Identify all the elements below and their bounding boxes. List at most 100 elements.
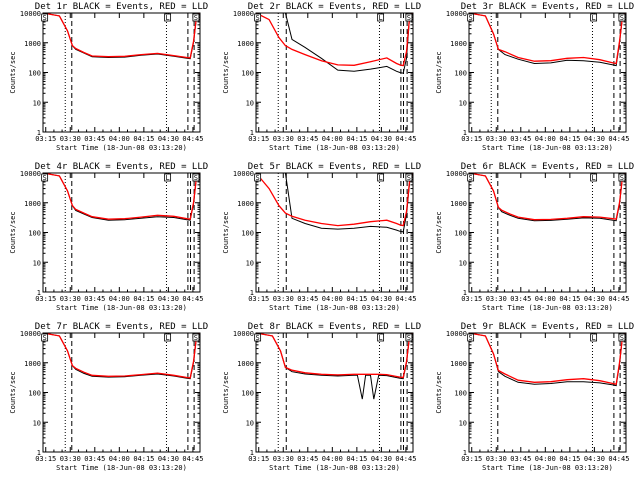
box-marker <box>41 173 49 182</box>
series-line-events <box>256 172 414 233</box>
y-tick-label: 100 <box>241 390 254 398</box>
box-marker <box>618 13 626 22</box>
x-axis-label: Start Time (18-Jun-08 03:13:20) <box>269 144 400 152</box>
x-tick-label: 03:15 <box>461 135 482 143</box>
x-tick-label: 04:30 <box>371 455 392 463</box>
y-tick-label: 1000 <box>24 40 41 48</box>
x-tick-label: 03:30 <box>60 295 81 303</box>
detector-panel-8: Det 8r BLACK = Events, RED = LLD 1 10 100 10… <box>222 322 421 472</box>
y-tick-label: 10000 <box>233 330 254 338</box>
y-tick-label: 1000 <box>237 360 254 368</box>
y-axis-label: Counts/sec <box>435 211 443 253</box>
box-marker <box>618 333 626 342</box>
box-marker-label: S <box>256 334 260 342</box>
x-tick-label: 03:45 <box>297 135 318 143</box>
y-tick-label: 1 <box>463 129 467 137</box>
box-marker <box>590 173 598 182</box>
y-tick-label: 10000 <box>446 330 467 338</box>
y-tick-label: 1 <box>250 289 254 297</box>
box-marker <box>164 333 172 342</box>
box-marker-label: L <box>166 14 170 22</box>
y-tick-label: 100 <box>241 70 254 78</box>
box-marker-label: S <box>469 174 473 182</box>
box-marker-label: S <box>469 334 473 342</box>
y-axis-label: Counts/sec <box>435 51 443 93</box>
x-tick-label: 04:00 <box>322 135 343 143</box>
detector-panel-4: Det 4r BLACK = Events, RED = LLD 1 10 100 10… <box>9 162 208 312</box>
box-marker-label: L <box>379 174 383 182</box>
box-marker <box>618 173 626 182</box>
x-tick-label: 04:45 <box>395 295 416 303</box>
box-marker <box>590 13 598 22</box>
x-tick-label: 04:00 <box>109 135 130 143</box>
box-marker <box>405 13 413 22</box>
y-tick-label: 1 <box>37 289 41 297</box>
panel-title: Det 2r BLACK = Events, RED = LLD <box>248 2 421 12</box>
x-axis-label: Start Time (18-Jun-08 03:13:20) <box>56 144 187 152</box>
box-marker <box>164 13 172 22</box>
box-marker <box>377 13 385 22</box>
x-axis-label: Start Time (18-Jun-08 03:13:20) <box>482 304 613 312</box>
box-marker <box>377 173 385 182</box>
x-tick-label: 04:00 <box>535 135 556 143</box>
y-tick-label: 1000 <box>450 360 467 368</box>
y-tick-label: 100 <box>28 70 41 78</box>
x-tick-label: 03:30 <box>60 135 81 143</box>
box-marker-label: S <box>194 174 198 182</box>
x-tick-label: 03:45 <box>297 455 318 463</box>
x-tick-label: 03:30 <box>486 455 507 463</box>
box-marker-label: L <box>592 174 596 182</box>
detector-panel-9: Det 9r BLACK = Events, RED = LLD 1 10 100 10… <box>435 322 634 472</box>
panel-title: Det 4r BLACK = Events, RED = LLD <box>35 162 208 172</box>
box-marker <box>254 173 262 182</box>
plot-frame <box>255 12 414 133</box>
box-marker-label: S <box>43 334 47 342</box>
y-tick-label: 10 <box>33 99 41 107</box>
box-marker <box>41 333 49 342</box>
panel-title: Det 6r BLACK = Events, RED = LLD <box>461 162 634 172</box>
box-marker <box>377 333 385 342</box>
x-tick-label: 04:45 <box>608 295 629 303</box>
detector-panel-6: Det 6r BLACK = Events, RED = LLD 1 10 100 10… <box>435 162 634 312</box>
y-tick-label: 100 <box>28 390 41 398</box>
x-tick-label: 04:30 <box>158 295 179 303</box>
y-tick-label: 1000 <box>237 200 254 208</box>
y-tick-label: 10 <box>33 419 41 427</box>
x-tick-label: 03:15 <box>461 455 482 463</box>
panel-title: Det 3r BLACK = Events, RED = LLD <box>461 2 634 12</box>
box-marker-label: L <box>592 334 596 342</box>
series-line-events <box>468 332 627 387</box>
box-marker-label: L <box>379 14 383 22</box>
detector-panel-3: Det 3r BLACK = Events, RED = LLD 1 10 100 10… <box>435 2 634 152</box>
y-tick-label: 1000 <box>237 40 254 48</box>
x-axis-label: Start Time (18-Jun-08 03:13:20) <box>269 304 400 312</box>
x-tick-label: 03:15 <box>35 455 56 463</box>
x-tick-label: 04:30 <box>371 135 392 143</box>
y-tick-label: 100 <box>28 230 41 238</box>
x-tick-label: 04:15 <box>133 295 154 303</box>
y-tick-label: 10 <box>33 259 41 267</box>
x-tick-label: 03:30 <box>273 135 294 143</box>
series-line-lld <box>468 172 627 221</box>
x-tick-label: 04:30 <box>584 295 605 303</box>
box-marker-label: S <box>620 174 624 182</box>
plot-frame <box>42 172 201 293</box>
plot-frame <box>255 332 414 453</box>
y-tick-label: 100 <box>454 390 467 398</box>
series-line-lld <box>42 172 201 220</box>
y-tick-label: 10000 <box>446 170 467 178</box>
y-tick-label: 10000 <box>446 10 467 18</box>
plot-frame <box>42 12 201 133</box>
box-marker <box>192 13 200 22</box>
x-axis-label: Start Time (18-Jun-08 03:13:20) <box>56 464 187 472</box>
x-tick-label: 04:30 <box>584 455 605 463</box>
series-line-events <box>42 12 201 60</box>
y-tick-label: 100 <box>241 230 254 238</box>
box-marker-label: S <box>407 334 411 342</box>
series-line-lld <box>468 332 627 385</box>
x-tick-label: 04:45 <box>395 455 416 463</box>
y-tick-label: 10000 <box>20 330 41 338</box>
x-tick-label: 03:45 <box>510 455 531 463</box>
box-marker-label: L <box>379 334 383 342</box>
